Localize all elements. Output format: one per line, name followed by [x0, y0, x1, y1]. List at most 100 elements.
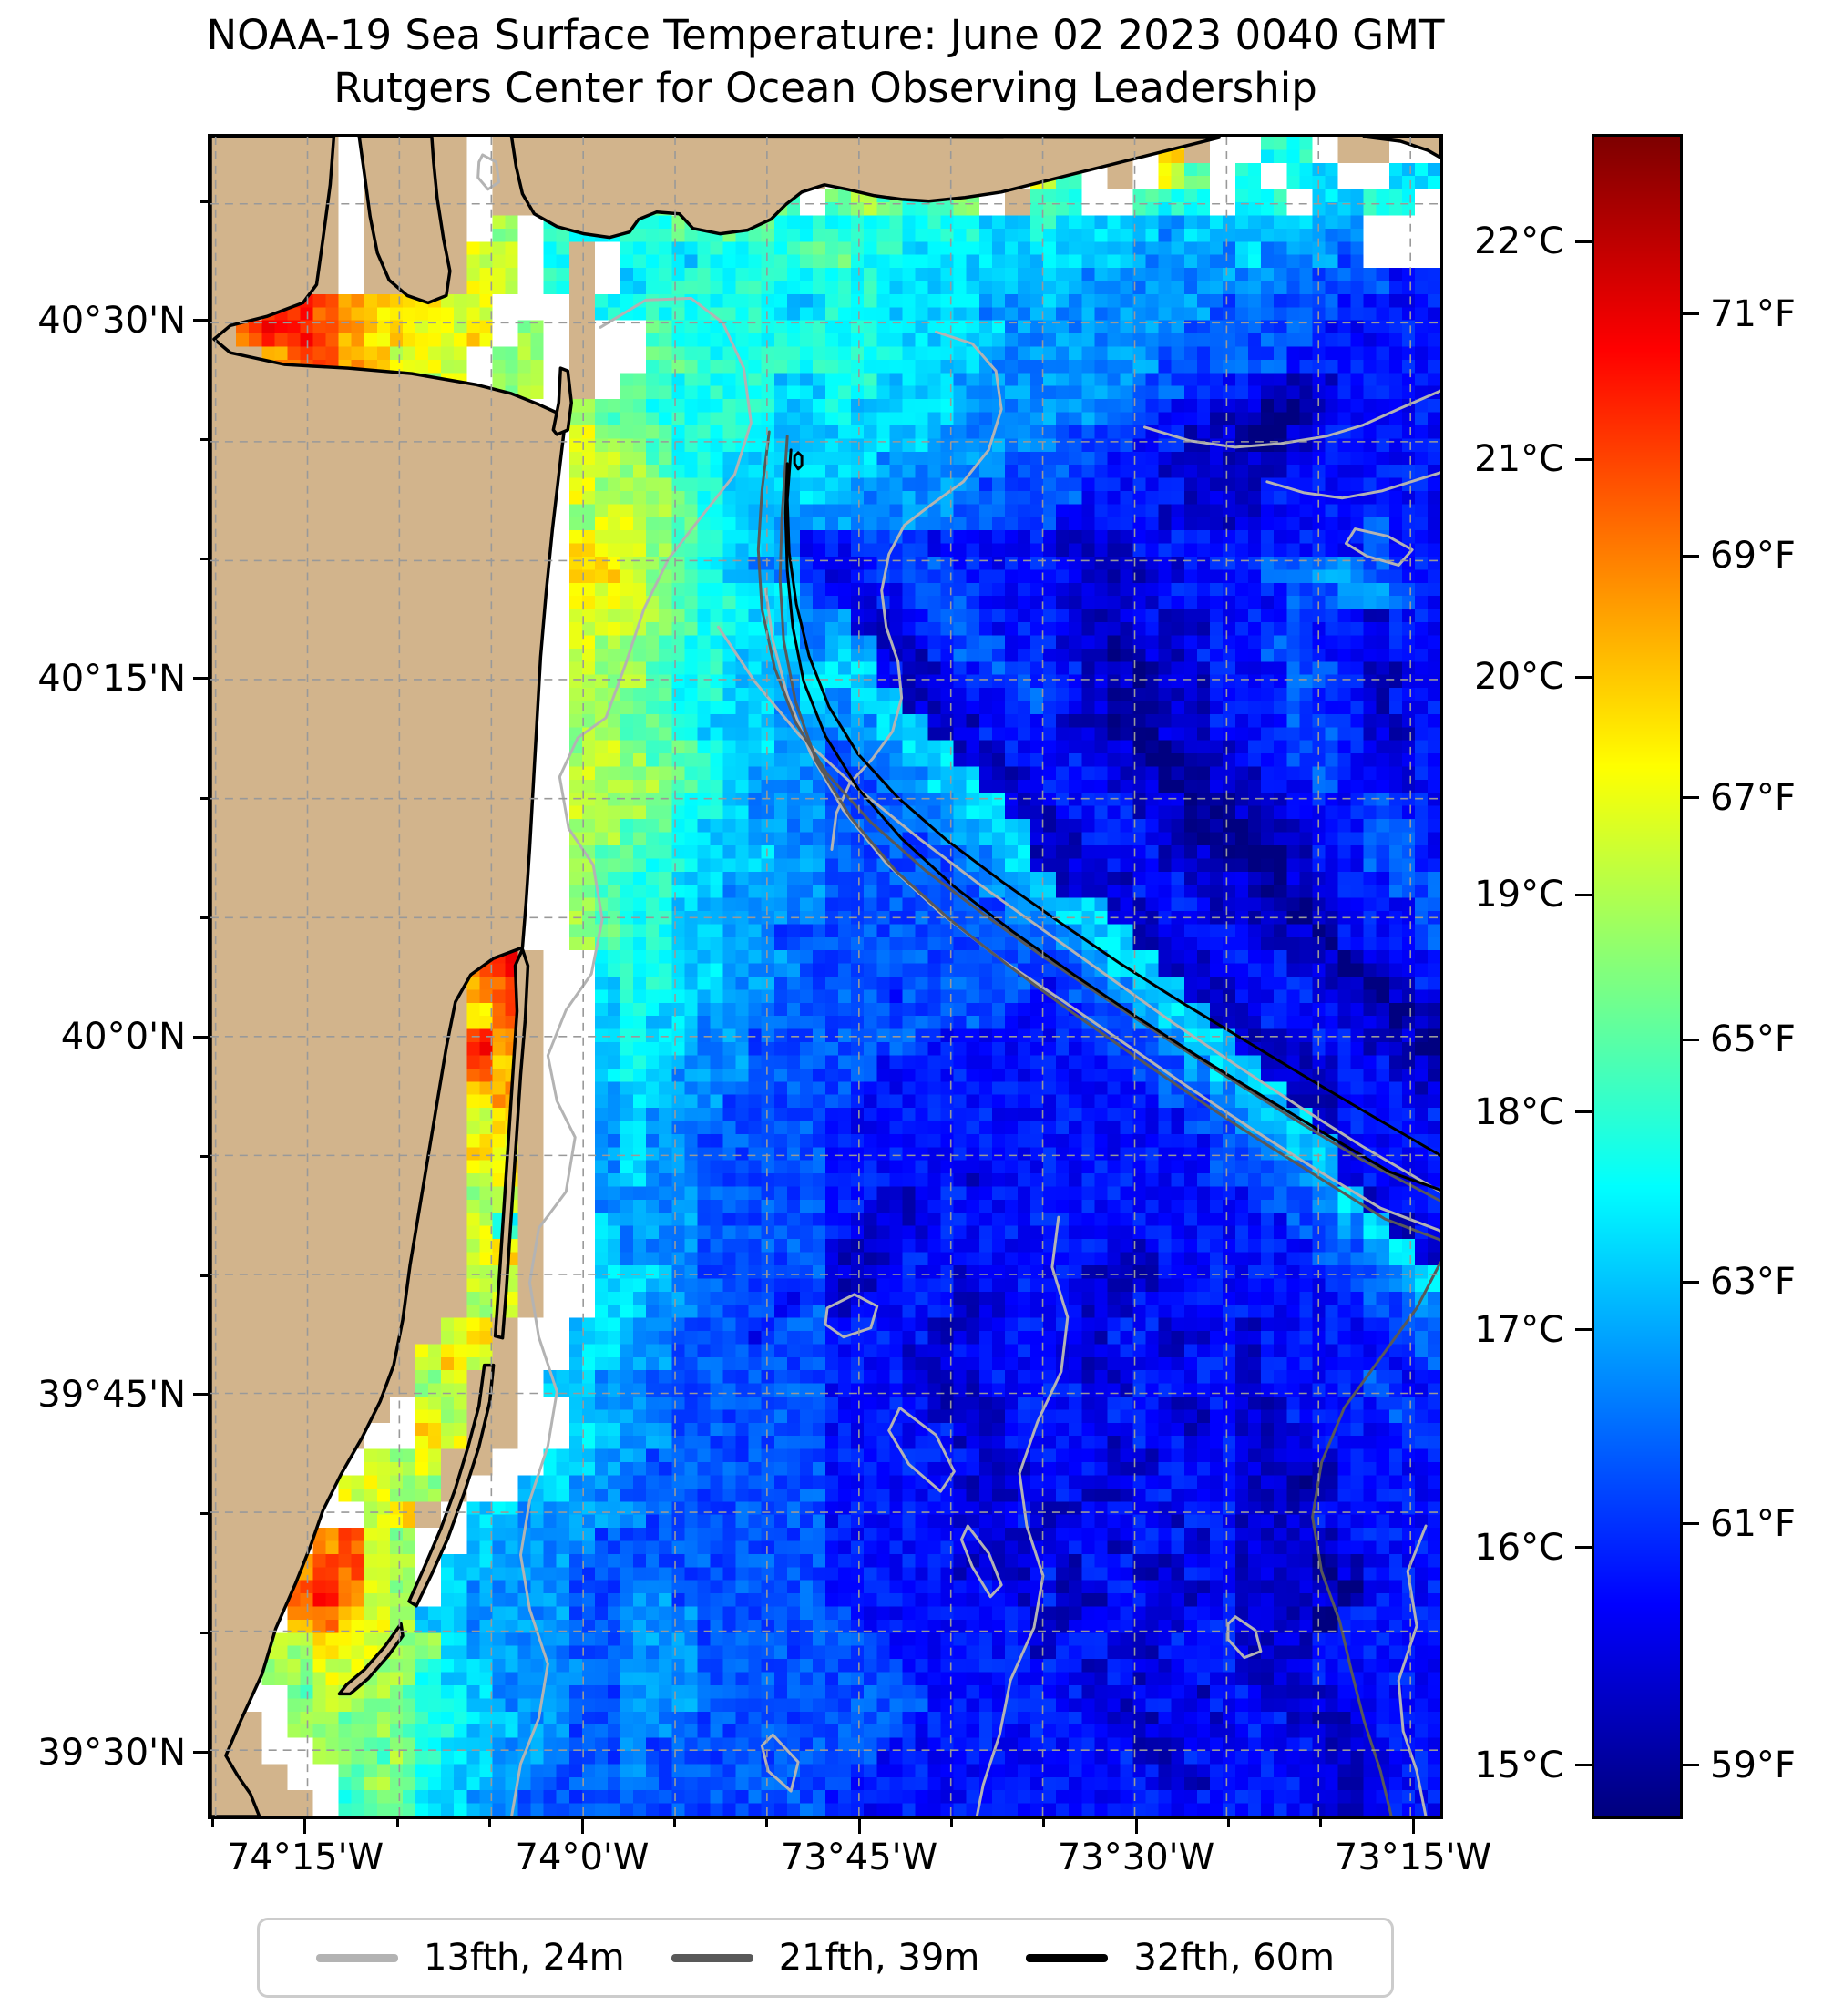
- legend-item: 21fth, 39m: [671, 1937, 980, 1979]
- y-major-tick: [193, 1751, 208, 1755]
- legend-line-swatch: [1026, 1953, 1109, 1962]
- x-minor-tick: [672, 1819, 676, 1827]
- contour-fth13: [975, 1215, 1070, 1816]
- contour-fth13: [760, 1733, 800, 1793]
- legend-label: 21fth, 39m: [778, 1937, 980, 1979]
- map-overlay: [210, 137, 1440, 1816]
- colorbar-c-tick: [1575, 1764, 1592, 1767]
- coastline-land: [407, 1363, 496, 1608]
- x-tick-label: 73°45'W: [780, 1837, 938, 1878]
- colorbar-f-label: 67°F: [1710, 776, 1796, 819]
- title-line-2: Rutgers Center for Ocean Observing Leade…: [333, 63, 1317, 112]
- contour-fth32: [785, 448, 1440, 1157]
- contour-fth13: [824, 1293, 879, 1339]
- contour-fth21: [778, 435, 1440, 1242]
- coastline-land: [357, 137, 452, 305]
- contour-fth13: [887, 1406, 956, 1493]
- colorbar-c-tick: [1575, 675, 1592, 679]
- contour-fth13: [830, 330, 1003, 851]
- contour-fth13: [1344, 527, 1414, 567]
- coastline-land: [551, 366, 573, 436]
- contour-fth21: [1311, 1261, 1440, 1816]
- colorbar-gradient: [1594, 137, 1680, 1816]
- y-minor-tick: [200, 1512, 208, 1516]
- legend-label: 13fth, 24m: [424, 1937, 625, 1979]
- colorbar-c-tick: [1575, 893, 1592, 896]
- contour-fth13: [763, 587, 1440, 1233]
- x-tick-label: 73°15'W: [1334, 1837, 1492, 1878]
- colorbar-f-tick: [1683, 1764, 1699, 1767]
- title-line-1: NOAA-19 Sea Surface Temperature: June 02…: [206, 11, 1445, 59]
- colorbar-c-label: 19°C: [1474, 874, 1564, 916]
- bathymetry-legend: 13fth, 24m 21fth, 39m 32fth, 60m: [257, 1918, 1394, 1998]
- coastline-land: [493, 947, 530, 1340]
- colorbar: [1592, 134, 1683, 1819]
- colorbar-f-label: 71°F: [1710, 292, 1796, 335]
- legend-line-swatch: [671, 1953, 753, 1962]
- y-minor-tick: [200, 796, 208, 800]
- colorbar-c-tick: [1575, 1110, 1592, 1114]
- contour-fth13: [1397, 1524, 1428, 1816]
- y-minor-tick: [200, 1154, 208, 1158]
- x-minor-tick: [949, 1819, 953, 1827]
- legend-item: 13fth, 24m: [316, 1937, 625, 1979]
- x-major-tick: [1134, 1819, 1138, 1834]
- colorbar-c-label: 15°C: [1474, 1744, 1564, 1786]
- y-major-tick: [193, 1393, 208, 1397]
- contour-fth13: [959, 1524, 1003, 1599]
- colorbar-f-label: 61°F: [1710, 1502, 1796, 1545]
- legend-line-swatch: [316, 1953, 398, 1962]
- colorbar-f-label: 59°F: [1710, 1744, 1796, 1786]
- coastline-land: [210, 137, 567, 1816]
- contour-fth13: [1265, 471, 1440, 500]
- colorbar-c-label: 21°C: [1474, 438, 1564, 481]
- x-minor-tick: [1226, 1819, 1230, 1827]
- contour-fth21: [756, 430, 1440, 1202]
- coastline-land: [337, 1622, 405, 1696]
- y-tick-label: 39°45'N: [37, 1373, 186, 1416]
- x-tick-label: 74°0'W: [515, 1837, 650, 1878]
- y-tick-label: 40°15'N: [37, 657, 186, 700]
- figure-title: NOAA-19 Sea Surface Temperature: June 02…: [0, 9, 1651, 114]
- x-minor-tick: [1319, 1819, 1323, 1827]
- contour-fth32: [783, 462, 1440, 1192]
- x-minor-tick: [488, 1819, 492, 1827]
- contour-fth13: [717, 625, 1440, 1193]
- contour-fth32: [793, 451, 804, 471]
- colorbar-f-tick: [1683, 554, 1699, 558]
- y-tick-label: 40°0'N: [60, 1016, 186, 1059]
- colorbar-f-tick: [1683, 312, 1699, 316]
- colorbar-f-tick: [1683, 796, 1699, 800]
- x-major-tick: [1411, 1819, 1415, 1834]
- y-tick-label: 39°30'N: [37, 1731, 186, 1774]
- x-minor-tick: [395, 1819, 399, 1827]
- colorbar-c-label: 20°C: [1474, 656, 1564, 699]
- x-tick-label: 73°30'W: [1057, 1837, 1215, 1878]
- colorbar-f-label: 63°F: [1710, 1261, 1796, 1304]
- legend-label: 32fth, 60m: [1133, 1937, 1335, 1979]
- x-major-tick: [303, 1819, 307, 1834]
- y-minor-tick: [200, 438, 208, 442]
- map-axes: [208, 134, 1443, 1819]
- x-major-tick: [857, 1819, 861, 1834]
- contour-fth13: [476, 153, 501, 191]
- colorbar-c-tick: [1575, 240, 1592, 243]
- x-minor-tick: [765, 1819, 769, 1827]
- colorbar-f-label: 65°F: [1710, 1018, 1796, 1061]
- x-major-tick: [580, 1819, 584, 1834]
- colorbar-f-tick: [1683, 1038, 1699, 1041]
- contour-fth13: [510, 296, 753, 1816]
- y-minor-tick: [200, 1632, 208, 1635]
- y-major-tick: [193, 1035, 208, 1039]
- y-minor-tick: [200, 1274, 208, 1277]
- colorbar-c-tick: [1575, 1328, 1592, 1332]
- coastline-land: [509, 137, 1221, 240]
- y-minor-tick: [200, 200, 208, 203]
- y-minor-tick: [200, 558, 208, 561]
- colorbar-c-label: 16°C: [1474, 1526, 1564, 1569]
- x-tick-label: 74°15'W: [226, 1837, 384, 1878]
- x-minor-tick: [1042, 1819, 1046, 1827]
- y-major-tick: [193, 319, 208, 322]
- colorbar-c-tick: [1575, 457, 1592, 461]
